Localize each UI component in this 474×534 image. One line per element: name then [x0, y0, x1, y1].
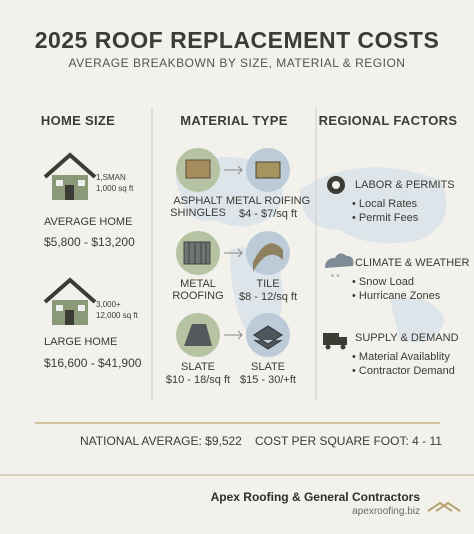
material-price: $4 - $7/sq ft: [238, 208, 298, 220]
material-name: METAL ROOFING: [172, 278, 224, 302]
factor-title: LABOR & PERMITS: [355, 179, 455, 191]
website: apexroofing.biz: [352, 506, 420, 517]
material-name: SLATE: [180, 361, 216, 373]
company: Apex Roofing & General Contractors: [210, 490, 420, 504]
factor-title: SUPPLY & DEMAND: [355, 332, 459, 344]
material-name: TILE: [256, 278, 280, 290]
factor-item: Material Availablity: [352, 351, 450, 363]
factor-item: Hurricane Zones: [352, 290, 440, 302]
title: 2025 ROOF REPLACEMENT COSTS: [34, 27, 440, 53]
factor-icons: * *: [323, 176, 354, 350]
home-label: AVERAGE HOME: [44, 216, 133, 228]
factor-title: CLIMATE & WEATHER: [355, 257, 470, 269]
factor-item: Local Rates: [352, 198, 417, 210]
home-label: LARGE HOME: [44, 336, 118, 348]
home-price: $16,600 - $41,900: [44, 356, 142, 370]
home-note: 3,000+: [96, 300, 121, 309]
summary: NATIONAL AVERAGE: $9,522: [80, 434, 242, 448]
factor-item: Contractor Demand: [352, 365, 455, 377]
house-icon: [43, 277, 97, 325]
material-name: ASPHALT SHINGLES: [170, 195, 226, 219]
material-price: $10 - 18/sq ft: [165, 374, 231, 386]
material-name: SLATE: [250, 361, 286, 373]
column-heading: MATERIAL TYPE: [180, 113, 288, 128]
material-icons: [176, 148, 290, 357]
material-price: $15 - 30/+ft: [240, 374, 296, 386]
logo: [427, 501, 461, 512]
svg-text:* *: * *: [331, 273, 339, 282]
factor-item: Snow Load: [352, 276, 414, 288]
home-price: $5,800 - $13,200: [44, 235, 135, 249]
house-icon: [43, 152, 97, 200]
material-price: $8 - 12/sq ft: [238, 291, 298, 303]
column-heading: REGIONAL FACTORS: [318, 113, 458, 128]
subtitle: AVERAGE BREAKBOWN BY SIZE, MATERIAL & RE…: [68, 56, 406, 70]
material-name: METAL ROIFING: [225, 195, 311, 207]
factor-item: Permit Fees: [352, 212, 418, 224]
home-note: 1,SMAN: [96, 173, 126, 182]
column-heading: HOME SIZE: [40, 113, 116, 128]
home-note: 12,000 sq ft: [96, 311, 138, 320]
home-note: 1,000 sq ft: [96, 184, 134, 193]
summary: COST PER SQUARE FOOT: 4 - 11: [255, 434, 442, 448]
